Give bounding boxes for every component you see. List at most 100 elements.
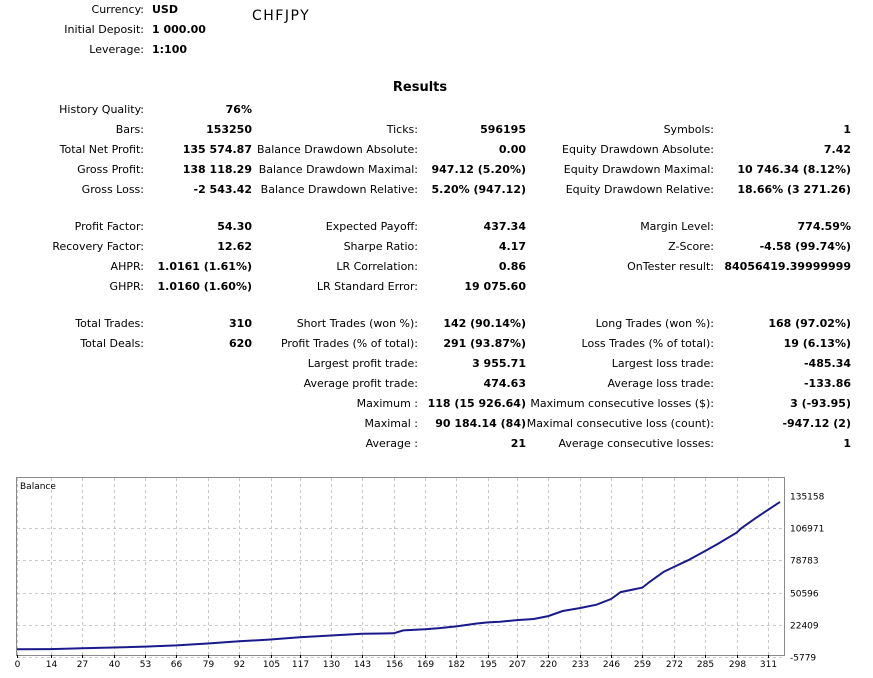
lr-standard-error-value: 19 075.60 [464, 280, 526, 293]
total-deals-value: 620 [229, 337, 252, 350]
x-tick-label: 233 [572, 660, 589, 670]
x-tick-label: 130 [323, 660, 340, 670]
x-tick-label: 40 [109, 660, 121, 670]
x-axis-ticks: 0 14 27 40 53 66 79 92 105 117 130 143 156 169 182 195 2… [15, 655, 777, 670]
x-tick-label: 285 [697, 660, 714, 670]
x-tick-label: 246 [603, 660, 620, 670]
short-trades-value: 142 (90.14%) [443, 317, 526, 330]
bars-value: 153250 [206, 123, 252, 136]
loss-trades-label: Loss Trades (% of total): [581, 337, 714, 350]
gross-loss-value: -2 543.42 [193, 183, 253, 196]
max-consecutive-losses-value: 3 (-93.95) [790, 397, 851, 410]
maximum-consecutive-wins-value: 118 (15 926.64) [427, 397, 526, 410]
recovery-factor-label: Recovery Factor: [52, 240, 144, 253]
total-trades-value: 310 [229, 317, 252, 330]
leverage-label: Leverage: [89, 43, 144, 56]
x-tick-label: 195 [480, 660, 497, 670]
equity-drawdown-absolute-label: Equity Drawdown Absolute: [562, 143, 714, 156]
balance-drawdown-relative-value: 5.20% (947.12) [431, 183, 527, 196]
average-consecutive-losses-label: Average consecutive losses: [558, 437, 714, 450]
total-net-profit-label: Total Net Profit: [59, 143, 144, 156]
average-profit-trade-value: 474.63 [483, 377, 526, 390]
maximum-consecutive-wins-label: Maximum : [356, 397, 418, 410]
gross-loss-label: Gross Loss: [81, 183, 144, 196]
y-tick-label: 50596 [790, 590, 819, 600]
y-tick-label: 135158 [790, 493, 825, 503]
x-tick-label: 259 [634, 660, 651, 670]
currency-label: Currency: [91, 3, 144, 16]
y-tick-label: 78783 [790, 557, 819, 567]
initial-deposit-label: Initial Deposit: [64, 23, 144, 36]
ontester-result-label: OnTester result: [627, 260, 714, 273]
largest-loss-trade-value: -485.34 [803, 357, 851, 370]
x-tick-label: 27 [77, 660, 88, 670]
average-loss-trade-value: -133.86 [803, 377, 851, 390]
equity-drawdown-absolute-value: 7.42 [823, 143, 851, 156]
equity-drawdown-relative-value: 18.66% (3 271.26) [737, 183, 851, 196]
total-deals-label: Total Deals: [80, 337, 144, 350]
z-score-label: Z-Score: [668, 240, 714, 253]
chart-grid [17, 478, 784, 658]
margin-level-value: 774.59% [797, 220, 851, 233]
symbol-title: CHFJPY [252, 8, 311, 24]
balance-drawdown-absolute-label: Balance Drawdown Absolute: [256, 143, 418, 156]
total-net-profit-value: 135 574.87 [182, 143, 252, 156]
ontester-result-value: 84056419.39999999 [724, 260, 851, 273]
x-tick-label: 182 [448, 660, 465, 670]
x-tick-label: 14 [46, 660, 58, 670]
leverage-value: 1:100 [152, 43, 188, 56]
ghpr-label: GHPR: [109, 280, 144, 293]
balance-chart: Balance 135158 106971 78783 50596 22409 -5779… [15, 477, 825, 670]
equity-drawdown-relative-label: Equity Drawdown Relative: [565, 183, 714, 196]
average-consecutive-wins-label: Average : [365, 437, 418, 450]
long-trades-value: 168 (97.02%) [768, 317, 851, 330]
margin-level-label: Margin Level: [640, 220, 714, 233]
x-tick-label: 0 [15, 660, 21, 670]
profit-factor-label: Profit Factor: [74, 220, 144, 233]
lr-standard-error-label: LR Standard Error: [316, 280, 418, 293]
history-quality-value: 76% [225, 103, 252, 116]
ghpr-value: 1.0160 (1.60%) [157, 280, 253, 293]
x-tick-label: 298 [729, 660, 746, 670]
ticks-label: Ticks: [386, 123, 418, 136]
balance-drawdown-relative-label: Balance Drawdown Relative: [260, 183, 418, 196]
expected-payoff-value: 437.34 [483, 220, 526, 233]
balance-drawdown-maximal-label: Balance Drawdown Maximal: [258, 163, 418, 176]
chart-frame [16, 477, 785, 656]
loss-trades-value: 19 (6.13%) [783, 337, 851, 350]
z-score-value: -4.58 (99.74%) [759, 240, 851, 253]
y-tick-label: 22409 [790, 622, 819, 632]
profit-trades-label: Profit Trades (% of total): [280, 337, 418, 350]
average-loss-trade-label: Average loss trade: [607, 377, 714, 390]
largest-profit-trade-label: Largest profit trade: [307, 357, 418, 370]
symbols-value: 1 [843, 123, 851, 136]
equity-drawdown-maximal-value: 10 746.34 (8.12%) [737, 163, 851, 176]
average-profit-trade-label: Average profit trade: [303, 377, 418, 390]
long-trades-label: Long Trades (won %): [595, 317, 714, 330]
largest-profit-trade-value: 3 955.71 [472, 357, 526, 370]
total-trades-label: Total Trades: [75, 317, 144, 330]
lr-correlation-value: 0.86 [498, 260, 526, 273]
initial-deposit-value: 1 000.00 [152, 23, 206, 36]
x-tick-label: 272 [666, 660, 683, 670]
ticks-value: 596195 [480, 123, 526, 136]
symbols-label: Symbols: [663, 123, 714, 136]
x-tick-label: 105 [263, 660, 280, 670]
expected-payoff-label: Expected Payoff: [325, 220, 418, 233]
balance-line [16, 501, 781, 651]
x-tick-label: 143 [354, 660, 371, 670]
largest-loss-trade-label: Largest loss trade: [611, 357, 714, 370]
profit-factor-value: 54.30 [217, 220, 252, 233]
x-tick-label: 79 [203, 660, 215, 670]
maximal-consecutive-profit-value: 90 184.14 (84) [435, 417, 526, 430]
x-tick-label: 169 [417, 660, 434, 670]
x-tick-label: 117 [292, 660, 309, 670]
x-tick-label: 53 [140, 660, 151, 670]
gross-profit-label: Gross Profit: [77, 163, 144, 176]
average-consecutive-losses-value: 1 [843, 437, 851, 450]
results-title: Results [392, 80, 448, 95]
x-tick-label: 156 [386, 660, 403, 670]
currency-value: USD [152, 3, 178, 16]
lr-correlation-label: LR Correlation: [336, 260, 418, 273]
chart-title: Balance [20, 482, 56, 492]
